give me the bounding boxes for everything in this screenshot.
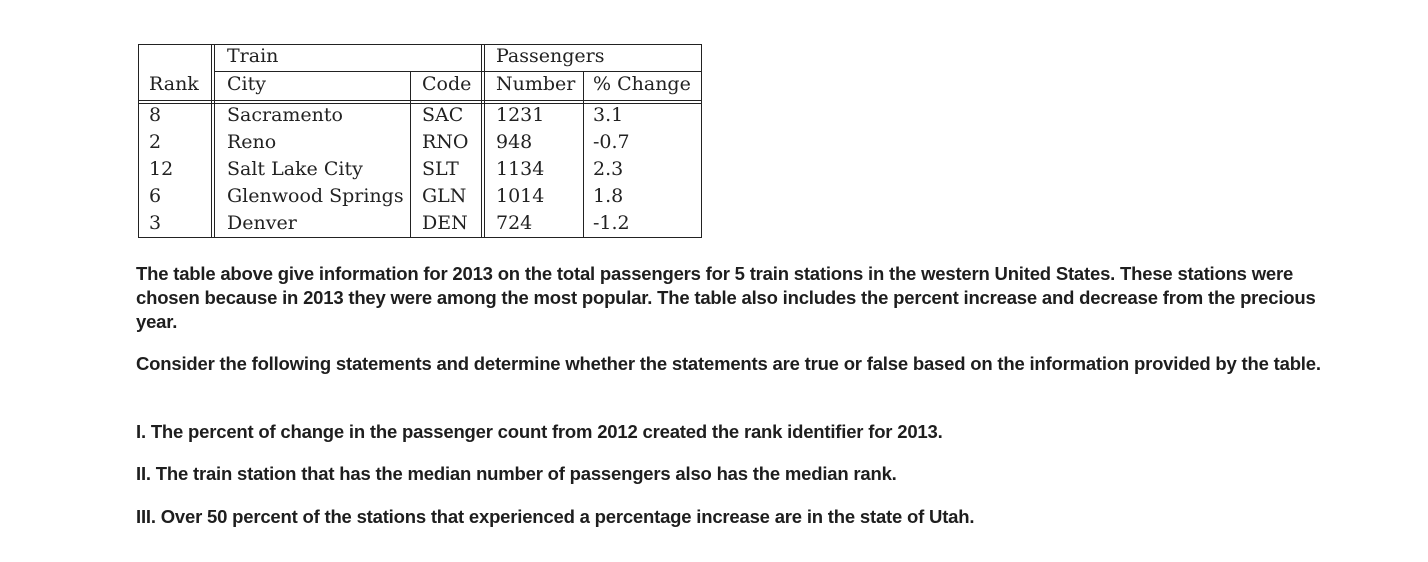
cell-city: Glenwood Springs xyxy=(227,185,404,207)
cell-number: 948 xyxy=(496,131,533,153)
divider xyxy=(139,100,701,101)
divider xyxy=(481,45,482,237)
cell-city: Salt Lake City xyxy=(227,158,363,180)
statement-1: I. The percent of change in the passenge… xyxy=(136,421,943,442)
cell-percent-change: 1.8 xyxy=(593,185,624,207)
divider xyxy=(211,45,212,237)
divider xyxy=(214,71,701,72)
group-header-train: Train xyxy=(227,45,279,67)
statement-2: II. The train station that has the media… xyxy=(136,463,897,484)
cell-number: 1014 xyxy=(496,185,545,207)
cell-number: 724 xyxy=(496,212,533,234)
column-header-percent-change: % Change xyxy=(593,73,691,95)
divider xyxy=(410,72,411,237)
cell-code: SAC xyxy=(422,104,464,126)
cell-percent-change: -0.7 xyxy=(593,131,630,153)
cell-code: SLT xyxy=(422,158,459,180)
column-header-code: Code xyxy=(422,73,472,95)
divider xyxy=(583,72,584,237)
cell-rank: 8 xyxy=(149,104,162,126)
divider xyxy=(214,45,215,237)
cell-number: 1134 xyxy=(496,158,545,180)
group-header-passengers: Passengers xyxy=(496,45,605,67)
divider xyxy=(139,103,701,104)
cell-code: RNO xyxy=(422,131,469,153)
description-paragraph: The table above give information for 201… xyxy=(136,263,1316,332)
cell-rank: 12 xyxy=(149,158,174,180)
statement-3: III. Over 50 percent of the stations tha… xyxy=(136,506,975,527)
cell-city: Reno xyxy=(227,131,277,153)
cell-percent-change: 3.1 xyxy=(593,104,624,126)
instruction-paragraph: Consider the following statements and de… xyxy=(136,353,1321,374)
column-header-city: City xyxy=(227,73,266,95)
cell-city: Denver xyxy=(227,212,297,234)
train-stations-table: Train Passengers Rank City Code Number %… xyxy=(138,44,702,238)
cell-code: GLN xyxy=(422,185,467,207)
cell-rank: 2 xyxy=(149,131,162,153)
cell-number: 1231 xyxy=(496,104,545,126)
column-header-rank: Rank xyxy=(149,73,199,95)
cell-rank: 6 xyxy=(149,185,162,207)
cell-code: DEN xyxy=(422,212,468,234)
cell-rank: 3 xyxy=(149,212,162,234)
cell-city: Sacramento xyxy=(227,104,343,126)
cell-percent-change: -1.2 xyxy=(593,212,630,234)
cell-percent-change: 2.3 xyxy=(593,158,624,180)
column-header-number: Number xyxy=(496,73,576,95)
divider xyxy=(484,45,485,237)
